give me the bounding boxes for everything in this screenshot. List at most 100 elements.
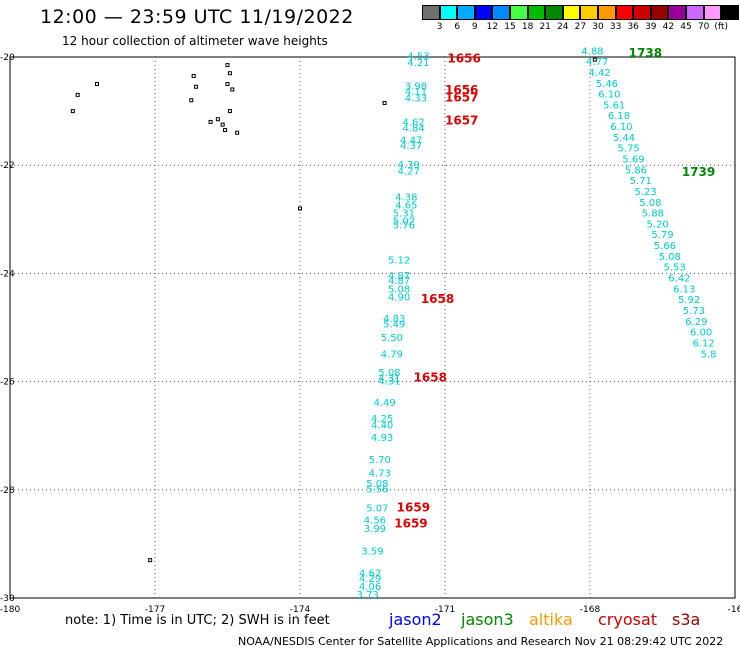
chart-subtitle: 12 hour collection of altimeter wave hei… [62, 34, 328, 48]
swh-value-east-track: 5.88 [642, 209, 664, 220]
x-tick-label: -16 [728, 605, 740, 615]
swh-value-west-track: 4.93 [371, 433, 393, 444]
pass-time-label: 1659 [397, 500, 430, 514]
swh-value-east-track: 5.08 [639, 198, 661, 209]
island-outline [225, 63, 230, 68]
y-tick-label: -20 [0, 53, 15, 63]
island-outline [70, 109, 75, 114]
color-scale-swatch [492, 5, 510, 20]
y-tick-label: -30 [0, 594, 15, 604]
swh-value-east-track: 5.46 [596, 79, 618, 90]
pass-time-label: 1739 [682, 165, 715, 179]
color-scale-swatch [562, 5, 581, 20]
swh-value-west-track: 4.47 [400, 136, 422, 147]
color-scale-label: 30 [592, 22, 604, 32]
legend-jason2: jason2 [389, 610, 442, 629]
island-outline [220, 122, 225, 127]
pass-time-label: 1658 [421, 292, 454, 306]
swh-value-west-track: 4.90 [388, 292, 410, 303]
x-tick-label: -171 [435, 605, 455, 615]
swh-value-west-track: 3.59 [361, 547, 383, 558]
color-scale-label: 33 [609, 22, 622, 32]
swh-value-west-track: 5.56 [366, 485, 388, 496]
swh-value-west-track: 4.21 [407, 58, 429, 69]
color-scale-label: 42 [662, 22, 675, 32]
swh-value-east-track: 4.42 [589, 68, 611, 79]
swh-value-east-track: 4.77 [586, 57, 608, 68]
color-scale-label: 27 [574, 22, 587, 32]
color-scale-swatch [597, 5, 616, 20]
color-scale-label: 39 [645, 22, 657, 32]
color-scale-swatch [633, 5, 651, 20]
swh-value-west-track: 4.37 [400, 141, 422, 152]
swh-value-east-track: 6.42 [668, 274, 690, 285]
color-scale-swatch [422, 5, 440, 20]
swh-value-west-track: 3.73 [357, 590, 379, 601]
y-tick-label: -28 [0, 486, 15, 496]
island-outline [215, 117, 220, 122]
chart-title: 12:00 — 23:59 UTC 11/19/2022 [40, 6, 354, 28]
legend-s3a: s3a [672, 610, 701, 629]
swh-value-east-track: 5.8 [700, 349, 716, 360]
island-outline [227, 71, 232, 76]
swh-value-east-track: 6.00 [690, 328, 712, 339]
color-scale-label: 12 [486, 22, 499, 32]
color-scale-swatch [457, 5, 475, 20]
island-outline [225, 82, 230, 87]
swh-value-east-track: 6.12 [692, 338, 714, 349]
color-scale-swatch [580, 5, 598, 20]
color-scale-label: 18 [521, 22, 534, 32]
swh-value-west-track: 5.08 [366, 479, 388, 490]
swh-value-west-track: 5.70 [369, 455, 391, 466]
y-tick-label: -24 [0, 269, 15, 279]
x-tick-label: -177 [145, 605, 165, 615]
x-tick-label: -174 [290, 605, 311, 615]
swh-value-east-track: 5.92 [678, 295, 700, 306]
swh-value-east-track: 5.86 [625, 165, 647, 176]
island-outline [298, 206, 302, 211]
swh-value-west-track: 5.76 [393, 220, 415, 231]
swh-value-west-track: 5.08 [378, 368, 400, 379]
color-scale-swatch [650, 5, 669, 20]
color-scale-swatch [509, 5, 528, 20]
swh-value-west-track: 4.53 [407, 52, 429, 63]
color-scale-swatch [474, 5, 493, 20]
footer-note: note: 1) Time is in UTC; 2) SWH is in fe… [65, 613, 330, 628]
swh-value-west-track: 5.07 [366, 503, 388, 514]
pass-time-label: 1738 [629, 46, 662, 60]
swh-value-west-track: 3.99 [364, 524, 386, 535]
color-scale-bar [422, 5, 739, 20]
color-scale-label: 70 [697, 22, 710, 32]
swh-value-west-track: 4.73 [369, 468, 391, 479]
swh-value-east-track: 5.75 [618, 144, 640, 155]
island-outline [191, 73, 196, 78]
swh-value-west-track: 4.87 [388, 271, 410, 282]
color-scale-swatch [703, 5, 722, 20]
island-outline [95, 82, 99, 87]
color-scale-swatch [527, 5, 546, 20]
swh-value-east-track: 5.23 [634, 187, 656, 198]
y-tick-label: -26 [0, 378, 15, 388]
pass-time-label: 1656 [447, 51, 480, 65]
swh-value-east-track: 5.08 [659, 252, 681, 263]
swh-value-east-track: 5.61 [603, 100, 625, 111]
plot-frame [9, 56, 736, 599]
swh-value-east-track: 5.44 [613, 133, 635, 144]
color-scale-label: 21 [539, 22, 551, 32]
swh-value-west-track: 5.31 [393, 209, 415, 220]
swh-value-east-track: 5.79 [651, 230, 673, 241]
swh-value-west-track: 4.31 [378, 374, 400, 385]
footer-credit: NOAA/NESDIS Center for Satellite Applica… [238, 635, 724, 648]
color-scale-label: 6 [454, 22, 461, 32]
swh-value-west-track: 4.39 [398, 160, 420, 171]
island-outline [592, 57, 597, 62]
island-outline [223, 128, 228, 133]
swh-value-west-track: 3.98 [405, 81, 427, 92]
swh-value-east-track: 6.10 [598, 90, 620, 101]
island-outline [194, 84, 199, 89]
pass-time-label: 1657 [445, 114, 478, 128]
swh-value-west-track: 5.12 [388, 256, 410, 267]
color-scale-labels: 3 6 9 12 15 18 21 24 27 30 33 36 39 42 45 70 (ft) [422, 22, 740, 34]
swh-value-east-track: 5.73 [683, 306, 705, 317]
color-scale-swatch [685, 5, 704, 20]
